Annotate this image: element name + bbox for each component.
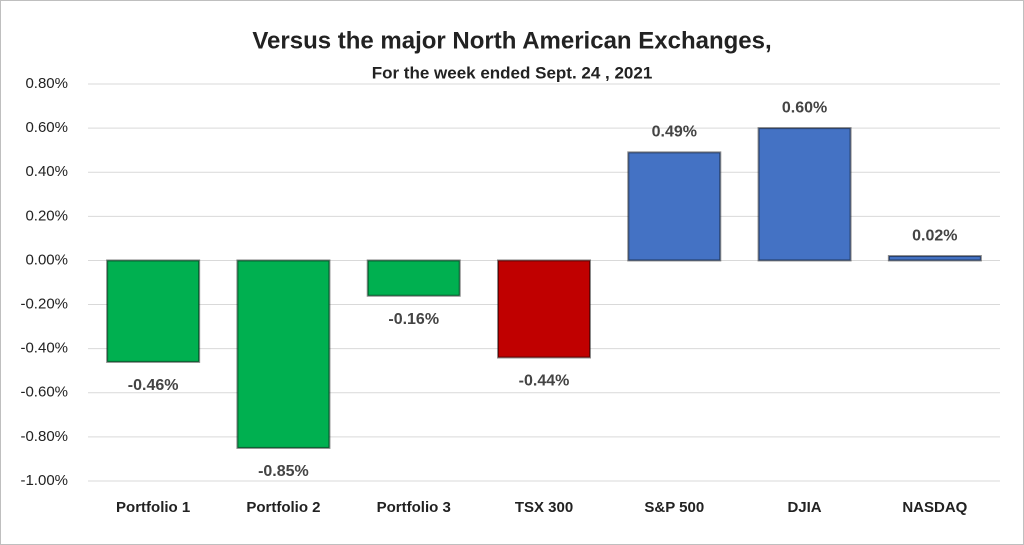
bar: [106, 259, 201, 363]
value-label: -0.16%: [388, 311, 439, 328]
bar: [887, 255, 982, 262]
x-tick-label: DJIA: [787, 499, 821, 516]
y-tick-label: -0.40%: [20, 340, 68, 357]
x-tick-label: TSX 300: [515, 499, 573, 516]
chart-subtitle: For the week ended Sept. 24 , 2021: [372, 63, 653, 82]
y-tick-label: 0.20%: [25, 207, 68, 224]
y-tick-label: -0.80%: [20, 428, 68, 445]
y-tick-label: 0.60%: [25, 119, 68, 136]
value-label: -0.44%: [519, 373, 570, 390]
y-tick-label: -1.00%: [20, 472, 68, 489]
y-tick-label: 0.40%: [25, 163, 68, 180]
y-tick-label: 0.80%: [25, 75, 68, 92]
bar: [497, 259, 591, 359]
x-tick-label: S&P 500: [644, 499, 704, 516]
y-tick-label: -0.60%: [20, 384, 68, 401]
value-label: -0.85%: [258, 463, 309, 480]
x-tick-label: NASDAQ: [902, 499, 967, 516]
value-label: 0.60%: [782, 99, 827, 116]
x-tick-label: Portfolio 2: [246, 499, 320, 516]
bar: [236, 259, 331, 449]
value-label: 0.02%: [912, 227, 957, 244]
y-tick-label: 0.00%: [25, 251, 68, 268]
value-label: 0.49%: [652, 124, 697, 141]
value-label: -0.46%: [128, 377, 179, 394]
x-tick-label: Portfolio 3: [377, 499, 451, 516]
chart-title: Versus the major North American Exchange…: [252, 27, 771, 54]
bar: [757, 127, 852, 262]
x-tick-label: Portfolio 1: [116, 499, 190, 516]
bar: [627, 151, 722, 262]
bar: [366, 259, 461, 297]
y-tick-label: -0.20%: [20, 296, 68, 313]
